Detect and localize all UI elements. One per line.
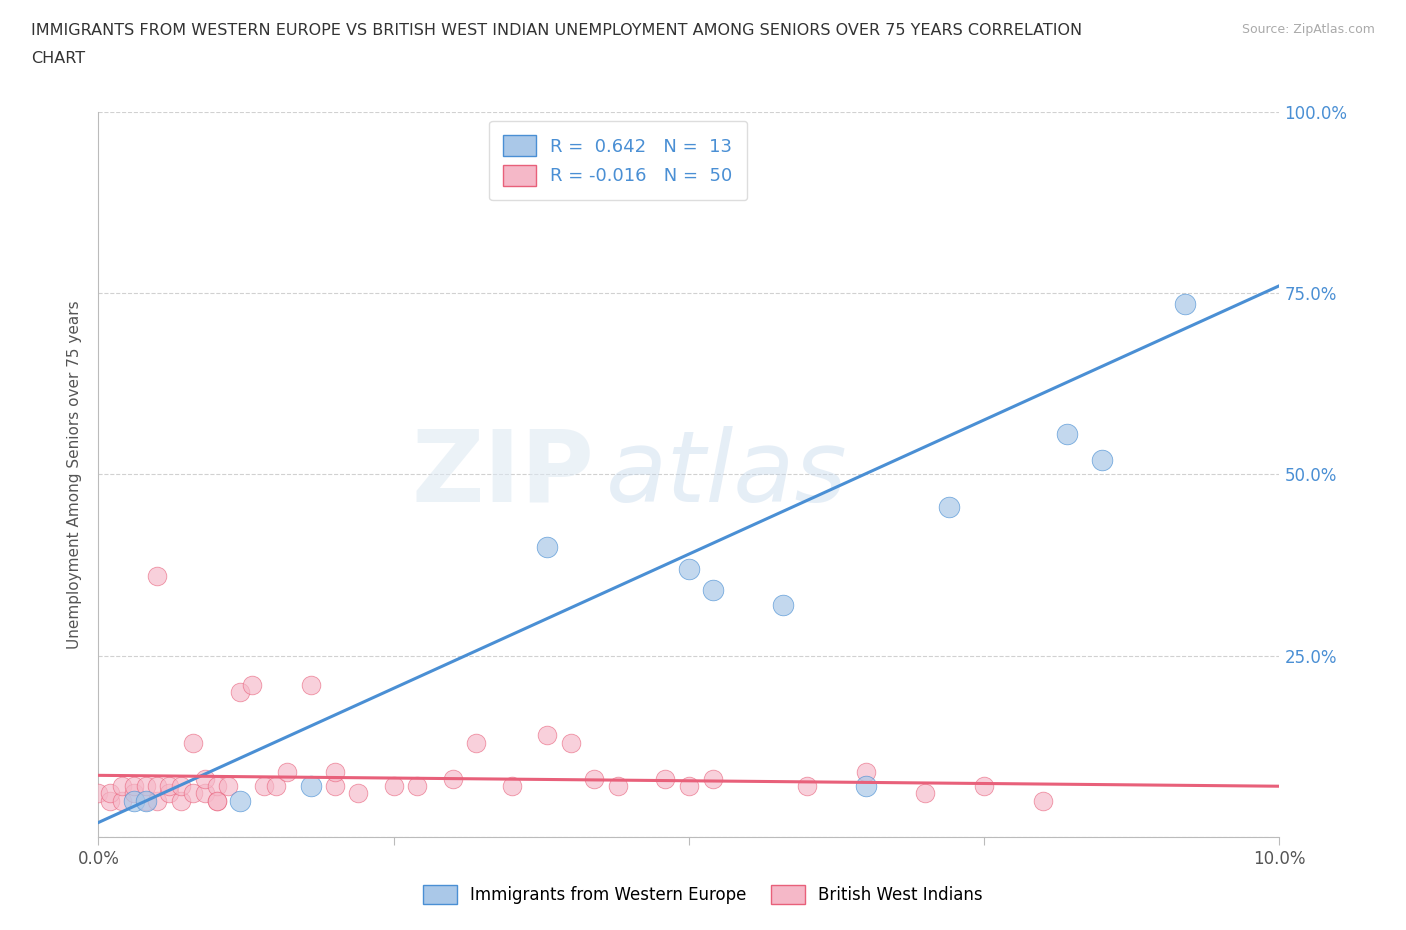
- Point: [914, 786, 936, 801]
- Point: [560, 736, 582, 751]
- Point: [205, 793, 228, 808]
- Point: [536, 539, 558, 554]
- Point: [111, 778, 134, 793]
- Point: [170, 778, 193, 793]
- Point: [229, 793, 252, 808]
- Point: [654, 772, 676, 787]
- Point: [1091, 452, 1114, 467]
- Point: [855, 778, 877, 793]
- Point: [347, 786, 370, 801]
- Point: [170, 793, 193, 808]
- Point: [205, 793, 228, 808]
- Point: [205, 778, 228, 793]
- Text: CHART: CHART: [31, 51, 84, 66]
- Point: [194, 786, 217, 801]
- Y-axis label: Unemployment Among Seniors over 75 years: Unemployment Among Seniors over 75 years: [67, 300, 83, 648]
- Point: [146, 568, 169, 583]
- Point: [264, 778, 287, 793]
- Point: [111, 793, 134, 808]
- Point: [465, 736, 488, 751]
- Point: [1174, 297, 1197, 312]
- Point: [157, 786, 180, 801]
- Text: IMMIGRANTS FROM WESTERN EUROPE VS BRITISH WEST INDIAN UNEMPLOYMENT AMONG SENIORS: IMMIGRANTS FROM WESTERN EUROPE VS BRITIS…: [31, 23, 1083, 38]
- Point: [122, 793, 145, 808]
- Point: [772, 597, 794, 612]
- Point: [217, 778, 239, 793]
- Point: [678, 778, 700, 793]
- Point: [501, 778, 523, 793]
- Point: [135, 778, 157, 793]
- Point: [323, 764, 346, 779]
- Point: [973, 778, 995, 793]
- Point: [157, 778, 180, 793]
- Text: ZIP: ZIP: [412, 426, 595, 523]
- Legend: R =  0.642   N =  13, R = -0.016   N =  50: R = 0.642 N = 13, R = -0.016 N = 50: [489, 121, 747, 200]
- Point: [253, 778, 276, 793]
- Point: [299, 778, 322, 793]
- Point: [240, 677, 263, 692]
- Point: [406, 778, 429, 793]
- Point: [855, 764, 877, 779]
- Point: [276, 764, 298, 779]
- Point: [702, 772, 724, 787]
- Text: atlas: atlas: [606, 426, 848, 523]
- Point: [938, 499, 960, 514]
- Point: [98, 786, 121, 801]
- Point: [678, 561, 700, 576]
- Point: [122, 786, 145, 801]
- Point: [1056, 427, 1078, 442]
- Point: [536, 728, 558, 743]
- Point: [146, 778, 169, 793]
- Point: [181, 786, 204, 801]
- Point: [583, 772, 606, 787]
- Point: [87, 786, 110, 801]
- Point: [441, 772, 464, 787]
- Point: [1032, 793, 1054, 808]
- Text: Source: ZipAtlas.com: Source: ZipAtlas.com: [1241, 23, 1375, 36]
- Point: [299, 677, 322, 692]
- Point: [607, 778, 630, 793]
- Point: [229, 684, 252, 699]
- Legend: Immigrants from Western Europe, British West Indians: Immigrants from Western Europe, British …: [416, 878, 990, 910]
- Point: [135, 793, 157, 808]
- Point: [796, 778, 818, 793]
- Point: [382, 778, 405, 793]
- Point: [181, 736, 204, 751]
- Point: [135, 793, 157, 808]
- Point: [146, 793, 169, 808]
- Point: [194, 772, 217, 787]
- Point: [122, 778, 145, 793]
- Point: [702, 583, 724, 598]
- Point: [323, 778, 346, 793]
- Point: [98, 793, 121, 808]
